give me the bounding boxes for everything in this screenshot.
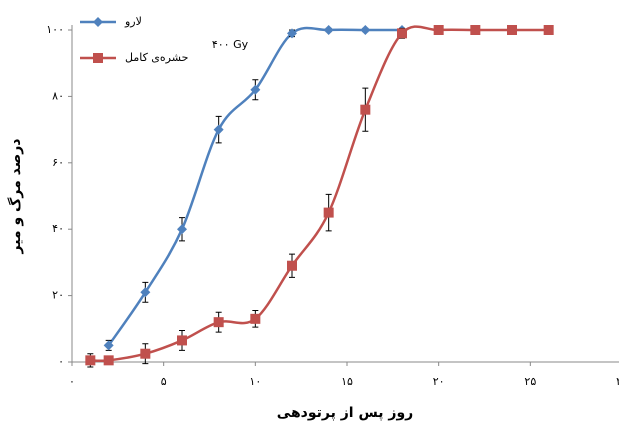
x-tick-label: ۲۵	[524, 375, 536, 388]
marker	[177, 224, 187, 235]
marker	[543, 25, 554, 35]
y-axis-label: درصد مرگ و میر	[7, 139, 24, 255]
y-tick-label: ۸۰	[52, 89, 64, 102]
marker	[85, 355, 96, 366]
marker	[507, 25, 517, 35]
marker	[103, 340, 114, 351]
marker	[397, 28, 407, 39]
y-tick-label: ۴۰	[52, 222, 64, 235]
marker	[213, 124, 224, 135]
marker	[360, 25, 371, 35]
marker	[287, 28, 297, 39]
marker	[470, 25, 481, 35]
annotation: ۴۰۰ Gy	[212, 38, 249, 51]
legend-label: حشره‌ی کامل	[125, 51, 188, 64]
marker	[323, 207, 334, 218]
y-tick-label: ۲۰	[52, 289, 64, 302]
legend-label: لارو	[124, 15, 142, 28]
x-tick-label: ۱۰	[249, 375, 261, 388]
y-tick-label: ۰	[58, 355, 64, 368]
series-line	[107, 26, 402, 347]
marker	[93, 53, 103, 63]
x-tick-label: ۱۵	[341, 375, 353, 388]
marker	[140, 287, 151, 298]
marker	[250, 84, 261, 95]
marker	[360, 104, 371, 115]
x-axis-label: روز پس از پرتودهی	[277, 405, 413, 421]
y-tick-label: ۶۰	[52, 156, 64, 169]
marker	[103, 355, 114, 366]
marker	[250, 313, 261, 324]
x-tick-label: ۵	[161, 375, 167, 388]
marker	[323, 25, 334, 35]
marker	[287, 260, 297, 271]
x-tick-label: ۳۰	[616, 375, 619, 388]
marker	[93, 17, 103, 27]
marker	[177, 335, 187, 346]
x-tick-label: ۰	[69, 375, 75, 388]
marker	[433, 25, 444, 35]
series-line	[90, 25, 549, 363]
x-tick-label: ۲۰	[433, 375, 445, 388]
y-tick-label: ۱۰۰	[46, 23, 64, 36]
marker	[140, 348, 151, 359]
marker	[213, 317, 224, 328]
